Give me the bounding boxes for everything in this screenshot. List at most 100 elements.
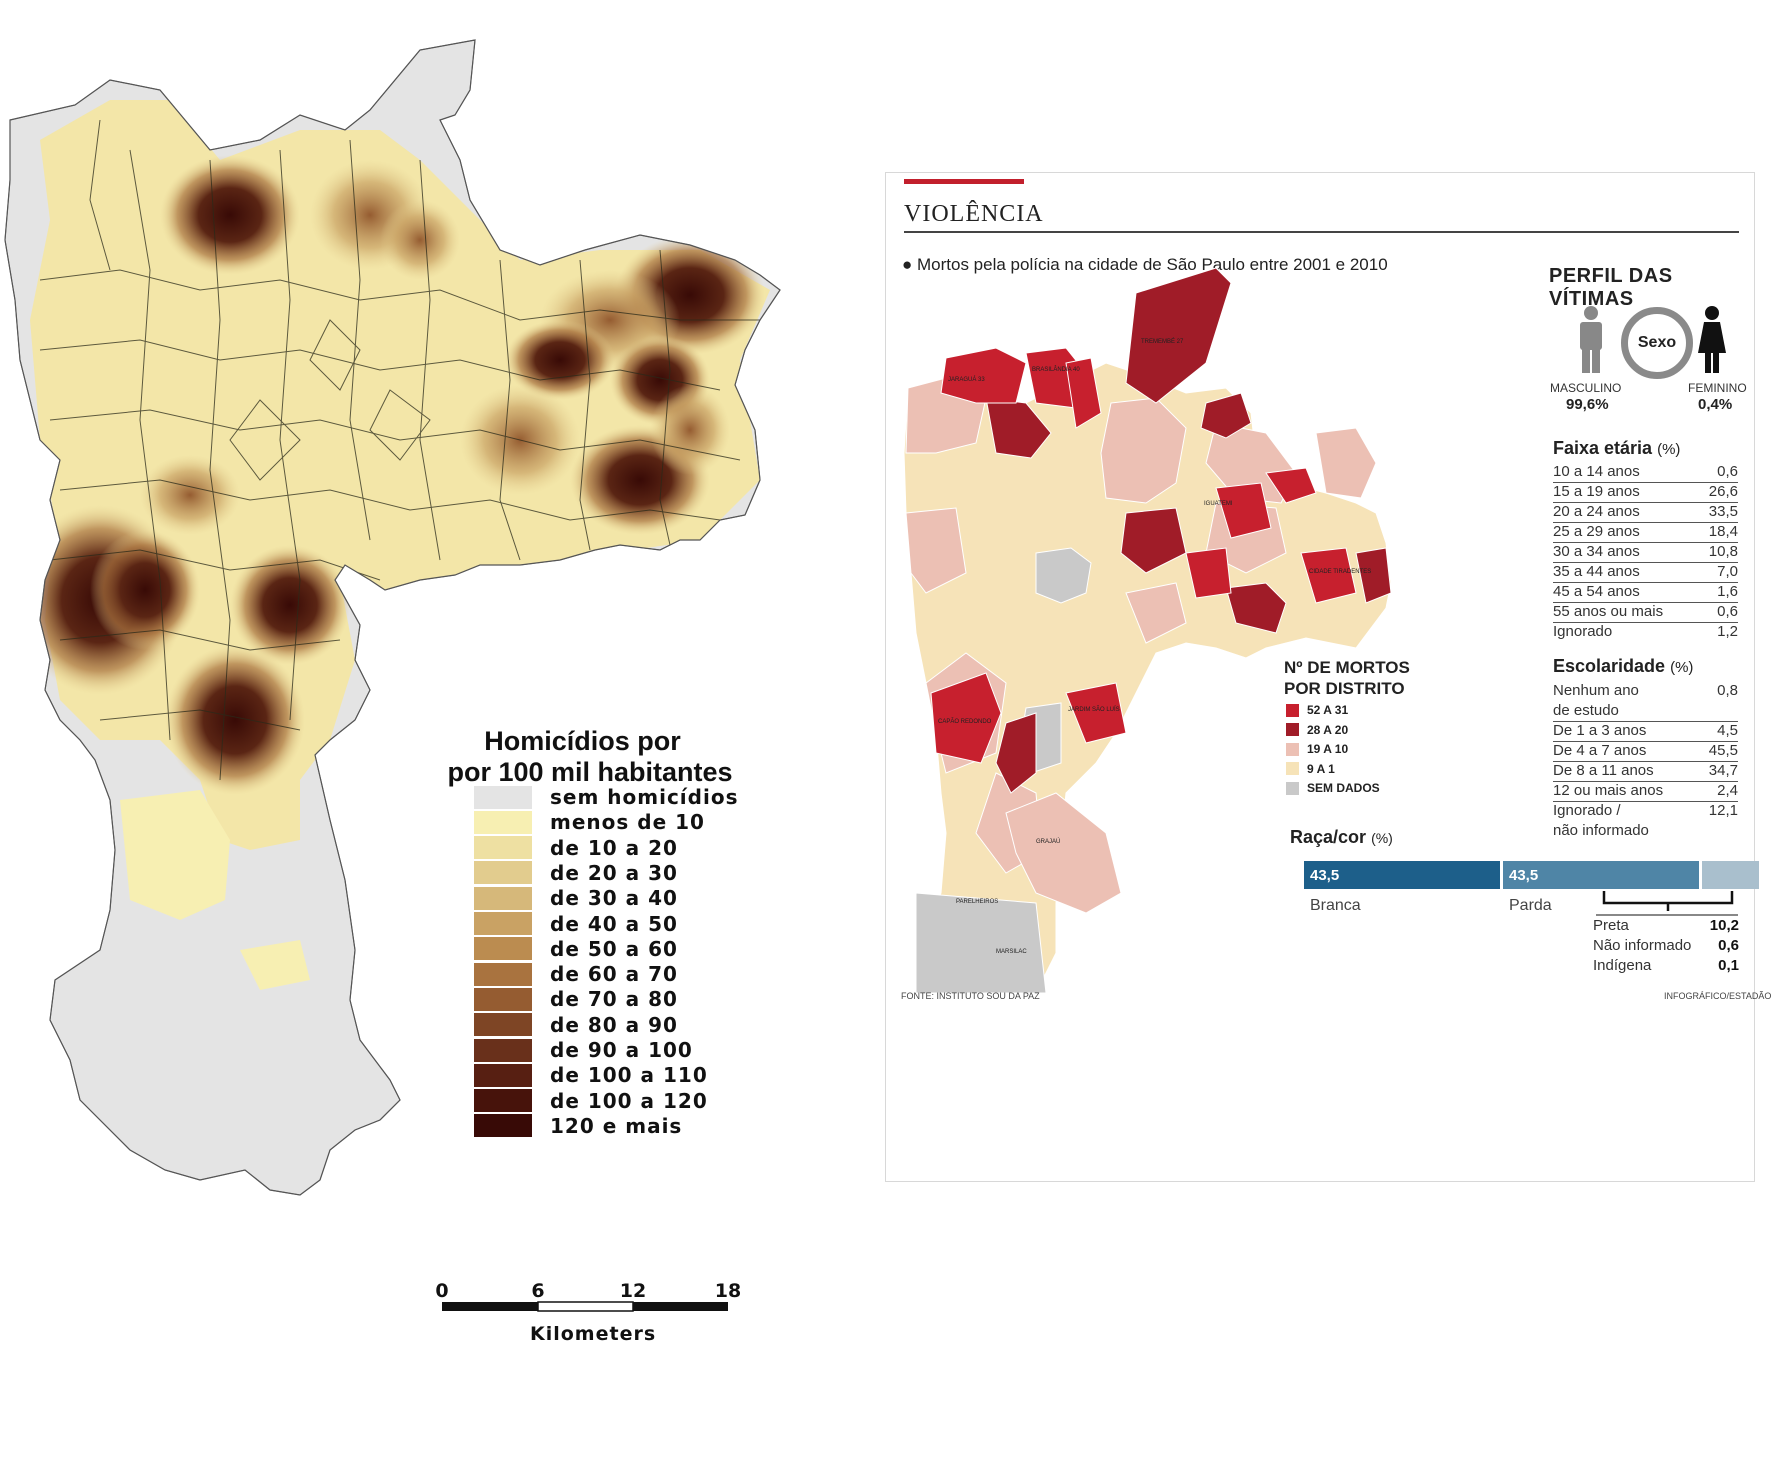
age-value: 33,5	[1708, 503, 1738, 520]
race-other-label: Indígena	[1593, 957, 1652, 974]
age-value: 10,8	[1708, 543, 1738, 560]
legend-swatch	[474, 810, 532, 834]
race-bar-value: 43,5	[1509, 866, 1539, 884]
age-label: 15 a 19 anos	[1553, 483, 1640, 500]
age-label: 20 a 24 anos	[1553, 503, 1640, 520]
legend-label: de 90 a 100	[550, 1038, 693, 1062]
education-label-wrap: De 1 a 3 anos	[1553, 721, 1646, 741]
deaths-legend-label: 52 A 31	[1307, 703, 1349, 717]
female-label: FEMININO	[1688, 381, 1747, 395]
legend-swatch	[474, 937, 532, 961]
age-value: 1,2	[1717, 623, 1738, 640]
age-label: 30 a 34 anos	[1553, 543, 1640, 560]
legend-label: de 30 a 40	[550, 886, 678, 911]
education-table-title: Escolaridade (%)	[1553, 656, 1693, 677]
credit-note: INFOGRÁFICO/ESTADÃO	[1664, 991, 1772, 1001]
police-deaths-infographic: VIOLÊNCIA ● Mortos pela polícia na cidad…	[885, 172, 1771, 1182]
heat-map-graphic	[4, 39, 781, 1312]
svg-text:TREMEMBÉ 27: TREMEMBÉ 27	[1141, 338, 1184, 345]
svg-text:BRASILÂNDIA 40: BRASILÂNDIA 40	[1032, 366, 1080, 373]
education-label: De 8 a 11 anos	[1553, 762, 1654, 779]
age-label: 25 a 29 anos	[1553, 523, 1640, 540]
education-label-wrap: De 8 a 11 anos	[1553, 761, 1654, 781]
education-label: Ignorado /	[1553, 802, 1621, 819]
deaths-legend-item: 9 A 1	[1286, 762, 1335, 776]
deaths-legend-item: 19 A 10	[1286, 742, 1348, 756]
legend-swatch	[474, 987, 532, 1011]
race-bar-label: Parda	[1509, 897, 1552, 914]
education-value: 0,8	[1717, 682, 1738, 699]
race-title-text: Raça/cor	[1290, 827, 1367, 847]
race-bar-value: 43,5	[1310, 866, 1340, 884]
infographic-subtitle: ● Mortos pela polícia na cidade de São P…	[902, 255, 1388, 274]
education-row: De 1 a 3 anos 4,5	[1553, 721, 1738, 742]
legend-swatch	[474, 1063, 532, 1087]
legend-item: de 100 a 120	[474, 1089, 708, 1113]
legend-label: de 100 a 120	[550, 1088, 708, 1113]
race-bar: 43,5	[1503, 861, 1699, 889]
race-other-row: Indígena 0,1	[1593, 957, 1739, 974]
legend-label: de 60 a 70	[550, 962, 678, 987]
age-row: 25 a 29 anos 18,4	[1553, 522, 1738, 543]
legend-label: de 20 a 30	[550, 860, 678, 885]
legend-label: menos de 10	[550, 810, 705, 835]
homicide-heat-map: Homicídios por por 100 mil habitantes se…	[0, 20, 870, 1345]
education-value: 12,1	[1708, 802, 1738, 819]
age-row: 10 a 14 anos 0,6	[1553, 462, 1738, 483]
legend-swatch	[474, 962, 532, 986]
education-table-unit: (%)	[1670, 659, 1694, 676]
svg-text:PARELHEIROS: PARELHEIROS	[956, 899, 998, 905]
legend-item: de 60 a 70	[474, 962, 678, 986]
deaths-legend-swatch	[1286, 781, 1299, 795]
section-title: VIOLÊNCIA	[904, 201, 1044, 227]
age-value: 0,6	[1717, 603, 1738, 620]
race-other-row: Não informado 0,6	[1593, 937, 1739, 954]
scale-tick-label: 6	[531, 1280, 545, 1302]
age-label: 10 a 14 anos	[1553, 463, 1640, 480]
education-label-line2: não informado	[1553, 822, 1649, 839]
age-row: 15 a 19 anos 26,6	[1553, 482, 1738, 503]
profile-title: PERFIL DAS VÍTIMAS	[1549, 265, 1673, 310]
deaths-legend-item: SEM DADOS	[1286, 781, 1380, 795]
legend-swatch	[474, 1038, 532, 1062]
scale-tick-label: 0	[435, 1280, 449, 1302]
header-accent-bar	[904, 179, 1024, 184]
age-value: 7,0	[1717, 563, 1738, 580]
education-label: 12 ou mais anos	[1553, 782, 1664, 799]
education-row: 12 ou mais anos 2,4	[1553, 781, 1738, 802]
race-other-row: Preta 10,2	[1593, 917, 1739, 934]
scale-tick-label: 18	[714, 1280, 742, 1302]
header-divider	[904, 231, 1739, 233]
age-value: 1,6	[1717, 583, 1738, 600]
male-label: MASCULINO	[1550, 381, 1622, 395]
legend-title-line2: por 100 mil habitantes	[447, 757, 733, 787]
source-note: FONTE: INSTITUTO SOU DA PAZ	[901, 991, 1040, 1001]
deaths-legend-title-line2: POR DISTRITO	[1284, 679, 1405, 698]
education-label-line2: de estudo	[1553, 702, 1619, 719]
education-row: Nenhum ano de estudo 0,8	[1553, 681, 1738, 722]
age-row: 45 a 54 anos 1,6	[1553, 582, 1738, 603]
legend-swatch	[474, 1089, 532, 1113]
education-label: Nenhum ano	[1553, 682, 1639, 699]
deaths-legend-label: 28 A 20	[1307, 722, 1349, 737]
scale-unit-label: Kilometers	[530, 1323, 657, 1345]
legend-item: de 70 a 80	[474, 987, 678, 1011]
legend-item: de 30 a 40	[474, 886, 678, 910]
race-bar-label: Branca	[1310, 897, 1361, 914]
age-table-title: Faixa etária (%)	[1553, 438, 1680, 459]
female-icon	[1698, 306, 1726, 373]
legend-label: de 40 a 50	[550, 911, 678, 936]
age-label: 55 anos ou mais	[1553, 603, 1664, 620]
sex-ring: Sexo	[1621, 307, 1693, 379]
education-table-title-text: Escolaridade	[1553, 656, 1666, 676]
deaths-legend-item: 28 A 20	[1286, 723, 1348, 737]
race-other-value: 10,2	[1709, 917, 1739, 934]
race-unit: (%)	[1371, 830, 1393, 846]
male-icon	[1580, 306, 1602, 373]
race-other-label: Não informado	[1593, 937, 1692, 954]
deaths-legend-swatch	[1286, 742, 1299, 756]
education-value: 34,7	[1708, 762, 1738, 779]
age-table-unit: (%)	[1657, 441, 1681, 458]
education-value: 4,5	[1717, 722, 1738, 739]
age-label: Ignorado	[1553, 623, 1613, 640]
